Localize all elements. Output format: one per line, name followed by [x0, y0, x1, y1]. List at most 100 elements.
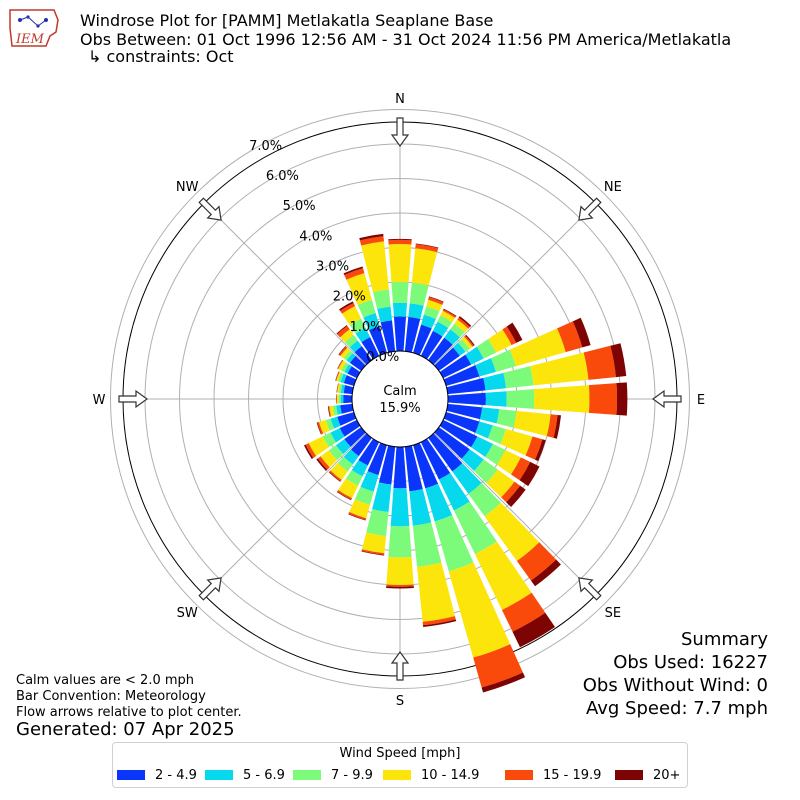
windrose-bar-segment: [343, 375, 357, 386]
windrose-bar-segment: [366, 509, 389, 536]
iem-logo: IEM: [6, 6, 62, 50]
flow-arrow-shape: [390, 650, 410, 681]
windrose-bar-segment: [461, 336, 473, 349]
flow-arrow-shape: [118, 389, 149, 409]
windrose-bar-segment: [496, 409, 517, 428]
windrose-bar-segment: [411, 248, 438, 286]
windrose-bar-segment: [350, 433, 372, 457]
windrose-bar-segment: [336, 394, 337, 404]
windrose-bar-segment: [512, 612, 555, 648]
direction-label: NE: [604, 180, 622, 195]
windrose-bar-segment: [393, 316, 407, 352]
windrose-bar-segment: [434, 347, 460, 371]
windrose-bar-segment: [503, 366, 534, 389]
windrose-bar-segment: [465, 346, 484, 365]
windrose-bar-segment: [446, 377, 486, 395]
windrose-bar-segment: [553, 415, 562, 439]
windrose-bar-segment: [369, 326, 387, 356]
windrose-bar-segment: [329, 405, 335, 417]
windrose-bar-segment: [388, 238, 412, 241]
windrose-bar-segment: [468, 482, 501, 517]
windrose-bar-segment: [557, 321, 583, 353]
windrose-bar-segment: [339, 419, 361, 437]
windrose-bar-segment: [525, 436, 543, 460]
windrose-bar-segment: [453, 501, 497, 555]
windrose-bar-segment: [487, 425, 506, 445]
windrose-bar-segment: [338, 346, 347, 355]
legend-label: 7 - 9.9: [331, 767, 373, 783]
windrose-bar-segment: [336, 371, 342, 382]
windrose-bar-segment: [359, 233, 384, 241]
grid-spoke: [433, 202, 597, 366]
legend-label: 2 - 4.9: [155, 767, 197, 783]
windrose-bar-segment: [317, 456, 330, 470]
windrose-bar-segment: [572, 317, 591, 348]
windrose-bar-segment: [380, 320, 396, 353]
windrose-bar-segment: [348, 513, 366, 521]
grid-spoke: [203, 202, 367, 366]
windrose-bar-segment: [340, 302, 356, 314]
legend-label: 20+: [653, 767, 681, 783]
legend-label: 15 - 19.9: [543, 767, 602, 783]
flow-arrow-icon: [578, 577, 602, 601]
windrose-bar-segment: [457, 317, 471, 329]
windrose-bar-segment: [336, 394, 337, 404]
legend-item: 5 - 6.9: [205, 767, 285, 783]
windrose-bar-segment: [345, 470, 363, 486]
windrose-bar-segment: [343, 394, 353, 404]
windrose-bar-segment: [483, 372, 507, 391]
windrose-bar-segment: [336, 383, 339, 393]
windrose-bar-segment: [378, 445, 396, 485]
windrose-bar-segment: [386, 586, 414, 589]
windrose-bar-segment: [391, 282, 409, 303]
flow-arrow-shape: [578, 197, 602, 221]
windrose-bar-segment: [338, 360, 347, 371]
radial-tick-label: 1.0%: [349, 320, 382, 335]
summary-obs-used: Obs Used: 16227: [613, 652, 768, 673]
windrose-bar-segment: [336, 491, 352, 501]
windrose-bar-segment: [348, 512, 367, 520]
logo-text: IEM: [15, 32, 45, 47]
windrose-bar-segment: [506, 322, 523, 343]
windrose-bar-segment: [610, 343, 627, 378]
windrose-bar-segment: [486, 469, 515, 498]
windrose-bar-segment: [386, 556, 414, 585]
windrose-bar-segment: [340, 329, 354, 343]
windrose-bar-segment: [354, 486, 374, 505]
radial-tick-label: 0.0%: [366, 350, 399, 365]
windrose-bar-segment: [328, 471, 341, 482]
legend-title: Wind Speed [mph]: [339, 746, 461, 761]
windrose-bar-segment: [519, 461, 540, 487]
windrose-bar-segment: [335, 371, 339, 381]
speed-legend: Wind Speed [mph] 2 - 4.9 5 - 6.9 7 - 9.9…: [112, 742, 688, 788]
iem-logo-icon: IEM: [9, 9, 59, 47]
generated-date: Generated: 07 Apr 2025: [16, 719, 235, 740]
direction-arrows: [118, 117, 682, 681]
legend-label: 10 - 14.9: [421, 767, 480, 783]
windrose-bar-segment: [417, 562, 455, 622]
windrose-bar-segment: [341, 362, 349, 373]
radial-tick-label: 5.0%: [283, 199, 316, 214]
windrose-bar-segment: [330, 463, 348, 480]
windrose-bar-segment: [490, 349, 516, 372]
legend-swatch: [505, 770, 533, 780]
direction-label: SW: [177, 606, 198, 621]
windrose-bar-segment: [337, 372, 344, 383]
windrose-bar-segment: [392, 302, 408, 317]
windrose-bar-segment: [501, 481, 521, 503]
windrose-bar-segment: [428, 297, 444, 305]
windrose-bar-segment: [316, 458, 328, 471]
bar-convention: Bar Convention: Meteorology: [16, 689, 206, 704]
windrose-bar-segment: [357, 299, 376, 318]
windrose-bar-segment: [349, 318, 366, 334]
radial-tick-label: 4.0%: [299, 229, 332, 244]
windrose-bar-segment: [339, 301, 354, 311]
direction-label: N: [395, 92, 405, 107]
windrose-bars: [303, 233, 628, 693]
windrose-bar-segment: [343, 266, 363, 275]
direction-label: SE: [605, 606, 621, 621]
windrose-bar-segment: [340, 403, 354, 414]
windrose-bar-segment: [437, 315, 453, 328]
windrose-bar-segment: [439, 419, 478, 448]
windrose-bar-segment: [336, 325, 348, 335]
